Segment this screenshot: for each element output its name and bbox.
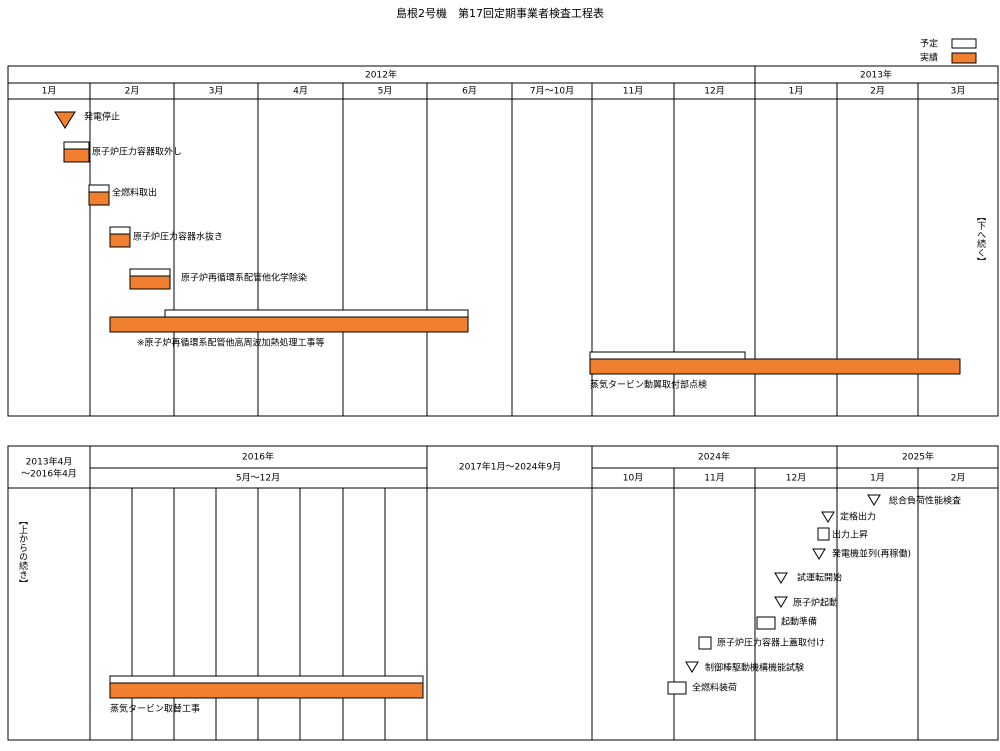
task-label: 原子炉圧力容器上蓋取付け (717, 637, 825, 649)
milestone-triangle (867, 494, 881, 506)
month-label: 1月 (870, 473, 885, 484)
actual-bar (109, 233, 131, 248)
plan-bar (164, 309, 469, 318)
milestone-box (817, 527, 830, 541)
month-label: 2月 (951, 473, 966, 484)
milestone-triangle (812, 548, 826, 560)
task-label: 起動準備 (781, 616, 817, 628)
page-title: 島根2号機 第17回定期事業者検査工程表 (396, 6, 604, 20)
actual-bar (589, 358, 961, 375)
legend-actual-label: 実績 (920, 52, 938, 64)
year-label: 2024年 (698, 451, 730, 463)
period-label: 2017年1月～2024年9月 (459, 461, 561, 473)
year-label: 2016年 (242, 451, 274, 463)
task-label: 原子炉圧力容器取外し (92, 146, 182, 158)
task-label: 原子炉再循環系配管他化学除染 (181, 272, 307, 284)
legend-plan-label: 予定 (920, 38, 938, 50)
task-label: 蒸気タービン動翼取付部点検 (590, 379, 707, 391)
month-label: 11月 (623, 86, 643, 97)
plan-bar (88, 184, 110, 193)
month-label: 5月 (378, 86, 393, 97)
month-label: 1月 (42, 86, 57, 97)
month-label: 2月 (125, 86, 140, 97)
bottom-table (7, 445, 999, 741)
actual-bar (88, 191, 110, 206)
period-label: 2013年4月 (26, 456, 73, 468)
legend-plan-swatch (951, 38, 977, 49)
milestone-triangle (774, 596, 788, 608)
milestone-triangle (821, 511, 835, 523)
task-label: 全燃料取出 (112, 187, 157, 199)
month-label: 4月 (293, 86, 308, 97)
month-label: 2月 (870, 86, 885, 97)
month-label: 6月 (462, 86, 477, 97)
period-label: ～2016年4月 (21, 468, 77, 480)
month-label: 12月 (786, 473, 806, 484)
month-label: 3月 (951, 86, 966, 97)
task-label: 発電停止 (84, 111, 120, 123)
milestone-box (667, 681, 687, 695)
task-label: ※原子炉再循環系配管他高周波加熱処理工事等 (137, 337, 325, 349)
milestone-triangle (54, 111, 76, 129)
actual-bar (109, 682, 424, 699)
top-table (7, 65, 999, 417)
year-label: 2025年 (902, 451, 934, 463)
task-label: 制御棒駆動機構機能試験 (705, 662, 804, 674)
plan-bar (63, 141, 90, 150)
milestone-box (698, 636, 712, 650)
milestone-box (756, 616, 776, 630)
task-label: 全燃料装荷 (692, 682, 737, 694)
month-label: 5月～12月 (236, 473, 280, 484)
month-label: 12月 (704, 86, 724, 97)
plan-bar (109, 675, 424, 684)
plan-bar (109, 226, 131, 235)
year-label: 2012年 (365, 69, 397, 81)
legend-actual-swatch (951, 52, 977, 64)
actual-bar (129, 275, 171, 290)
task-label: 蒸気タービン取替工事 (110, 703, 200, 715)
month-label: 10月 (623, 473, 643, 484)
task-label: 総合負荷性能検査 (889, 495, 961, 507)
task-label: 出力上昇 (832, 529, 868, 541)
task-label: 原子炉起動 (793, 597, 838, 609)
month-label: 3月 (209, 86, 224, 97)
month-label: 7月～10月 (530, 86, 574, 97)
actual-bar (63, 148, 90, 163)
month-label: 1月 (789, 86, 804, 97)
month-label: 11月 (704, 473, 724, 484)
milestone-triangle (685, 661, 699, 673)
year-label: 2013年 (860, 69, 892, 81)
task-label: 試運転開始 (797, 572, 842, 584)
continue-note: 【上からの続き】 (17, 516, 28, 588)
actual-bar (109, 316, 469, 333)
task-label: 原子炉圧力容器水抜き (133, 231, 223, 243)
milestone-triangle (774, 572, 788, 584)
task-label: 定格出力 (840, 511, 876, 523)
plan-bar (589, 351, 746, 360)
continue-note: 【下へ続く】 (975, 212, 986, 266)
task-label: 発電機並列(再稼働) (832, 548, 911, 560)
plan-bar (129, 268, 171, 277)
